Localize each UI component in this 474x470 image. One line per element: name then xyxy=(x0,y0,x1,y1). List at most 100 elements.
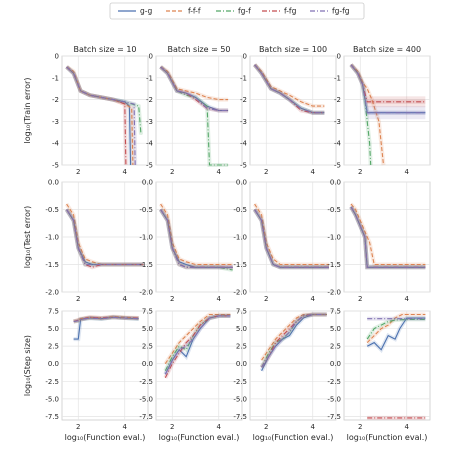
x-tick-label: 2 xyxy=(264,423,268,431)
series-line-f-f-f xyxy=(160,203,233,266)
y-tick-label: -2.5 xyxy=(139,378,153,386)
y-tick-label: -2.5 xyxy=(45,378,59,386)
y-tick-label: -7.5 xyxy=(327,413,341,421)
y-tick-label: 7.5 xyxy=(48,308,59,316)
series-line-g-g xyxy=(261,313,327,372)
series-band-fg-fg xyxy=(367,106,426,120)
y-tick-label: 0 xyxy=(149,53,153,61)
x-axis-label: log₁₀(Function eval.) xyxy=(159,433,240,442)
y-tick-label: -2.0 xyxy=(45,289,59,297)
series-line-fg-fg xyxy=(160,209,233,268)
subplot-r2-c1: 7.5 5.0 2.5 0.0 -2.5 -5.0 -7.5 2 4 log₁₀(Function… xyxy=(139,308,243,442)
series-line-g-g xyxy=(366,317,426,351)
x-tick-label: 2 xyxy=(76,295,80,303)
y-tick-label: -3 xyxy=(146,118,153,126)
x-tick-label: 4 xyxy=(217,295,222,303)
y-tick-label: -2 xyxy=(334,96,341,104)
y-tick-label: -1.5 xyxy=(327,261,341,269)
x-tick-label: 4 xyxy=(311,295,316,303)
y-tick-label: 2.5 xyxy=(48,343,59,351)
y-tick-label: -0.5 xyxy=(139,206,153,214)
y-tick-label: -1.0 xyxy=(233,234,247,242)
y-tick-label: -0.5 xyxy=(327,206,341,214)
subplot-r0-c0: 0 -1 -2 -3 -4 -5 2 4 Batch size = 10 xyxy=(52,45,149,176)
subplot-title: Batch size = 10 xyxy=(73,45,136,54)
subplot-r0-c1: 0 -1 -2 -3 -4 -5 2 4 Batch size = 50 xyxy=(146,45,243,176)
y-tick-label: 7.5 xyxy=(236,308,247,316)
y-tick-label: -5.0 xyxy=(45,395,59,403)
x-tick-label: 2 xyxy=(170,423,174,431)
subplot-r1-c0: 0.0 -0.5 -1.0 -1.5 -2.0 2 4 xyxy=(45,179,149,303)
y-tick-label: 5.0 xyxy=(236,325,247,333)
x-tick-label: 2 xyxy=(170,168,174,176)
series-line-f-f-f xyxy=(350,203,426,266)
y-tick-label: 0.0 xyxy=(330,179,341,187)
series-line-fg-fg xyxy=(350,64,426,114)
x-tick-label: 2 xyxy=(76,168,80,176)
subplot-r2-c0: 7.5 5.0 2.5 0.0 -2.5 -5.0 -7.5 2 4 log₁₀(Function… xyxy=(45,308,149,442)
x-tick-label: 4 xyxy=(311,423,316,431)
legend-entry-fg-fg: fg-fg xyxy=(310,7,350,16)
y-tick-label: -3 xyxy=(52,118,59,126)
x-tick-label: 4 xyxy=(405,295,410,303)
subplot-r0-c2: 0 -1 -2 -3 -4 -5 2 4 Batch size = 100 xyxy=(240,45,337,176)
series-line-f-f-f xyxy=(350,64,385,166)
legend-label: fg-fg xyxy=(332,7,350,16)
plot-area xyxy=(61,310,149,421)
series-band-f-fg xyxy=(367,96,426,108)
y-tick-label: 0 xyxy=(243,53,247,61)
y-tick-label: 0 xyxy=(55,53,59,61)
series-line-f-f-f xyxy=(160,66,229,101)
subplot-title: Batch size = 400 xyxy=(353,45,421,54)
series-band-fg-fg xyxy=(163,313,231,376)
row-ylabels: log₁₀(Train error) log₁₀(Test error) log₁₀… xyxy=(23,78,32,397)
y-tick-label: 7.5 xyxy=(330,308,341,316)
legend-entry-f-fg: f-fg xyxy=(262,7,297,16)
y-tick-label: 0.0 xyxy=(236,360,247,368)
x-axis-label: log₁₀(Function eval.) xyxy=(253,433,334,442)
y-tick-label: -2.5 xyxy=(327,378,341,386)
subplot-r1-c2: 0.0 -0.5 -1.0 -1.5 -2.0 2 4 xyxy=(233,179,337,303)
x-tick-label: 4 xyxy=(405,168,410,176)
plot-area xyxy=(343,310,431,421)
series-line-f-f-f xyxy=(164,313,231,365)
y-tick-label: -7.5 xyxy=(45,413,59,421)
y-tick-label: -5 xyxy=(240,162,247,170)
plot-area xyxy=(155,310,243,421)
y-tick-label: -5.0 xyxy=(233,395,247,403)
y-tick-label: -2 xyxy=(240,96,247,104)
y-tick-label: -0.5 xyxy=(233,206,247,214)
legend-entry-f-f-f: f-f-f xyxy=(166,7,201,16)
y-tick-label: 0.0 xyxy=(330,360,341,368)
legend-entry-g-g: g-g xyxy=(118,7,152,16)
y-tick-label: -2.5 xyxy=(233,378,247,386)
series-line-f-f-f xyxy=(254,203,329,266)
y-tick-label: 2.5 xyxy=(236,343,247,351)
y-tick-label: -3 xyxy=(240,118,247,126)
y-tick-label: -4 xyxy=(240,140,248,148)
subplot-r1-c1: 0.0 -0.5 -1.0 -1.5 -2.0 2 4 xyxy=(139,179,243,303)
x-tick-label: 4 xyxy=(123,423,128,431)
y-tick-label: -5 xyxy=(52,162,59,170)
row-ylabel-0: log₁₀(Train error) xyxy=(23,78,32,144)
subplot-title: Batch size = 100 xyxy=(259,45,327,54)
legend-label: f-fg xyxy=(284,7,297,16)
x-tick-label: 2 xyxy=(358,295,362,303)
y-tick-label: -7.5 xyxy=(139,413,153,421)
y-tick-label: -1 xyxy=(240,74,247,82)
subplot-r1-c3: 0.0 -0.5 -1.0 -1.5 -2.0 2 4 xyxy=(327,179,431,303)
y-tick-label: -1.5 xyxy=(45,261,59,269)
subplot-r0-c3: 0 -1 -2 -3 -4 -5 2 4 Batch size = 400 xyxy=(334,45,431,176)
y-tick-label: -2 xyxy=(52,96,59,104)
y-tick-label: 0.0 xyxy=(142,179,153,187)
x-tick-label: 2 xyxy=(264,168,268,176)
legend-label: f-f-f xyxy=(188,7,201,16)
y-tick-label: 0 xyxy=(337,53,341,61)
series-line-fg-fg xyxy=(254,64,325,114)
x-tick-label: 4 xyxy=(123,168,128,176)
series-line-f-f-f xyxy=(73,316,139,323)
x-tick-label: 2 xyxy=(358,168,362,176)
y-tick-label: -1 xyxy=(146,74,153,82)
y-tick-label: 2.5 xyxy=(142,343,153,351)
